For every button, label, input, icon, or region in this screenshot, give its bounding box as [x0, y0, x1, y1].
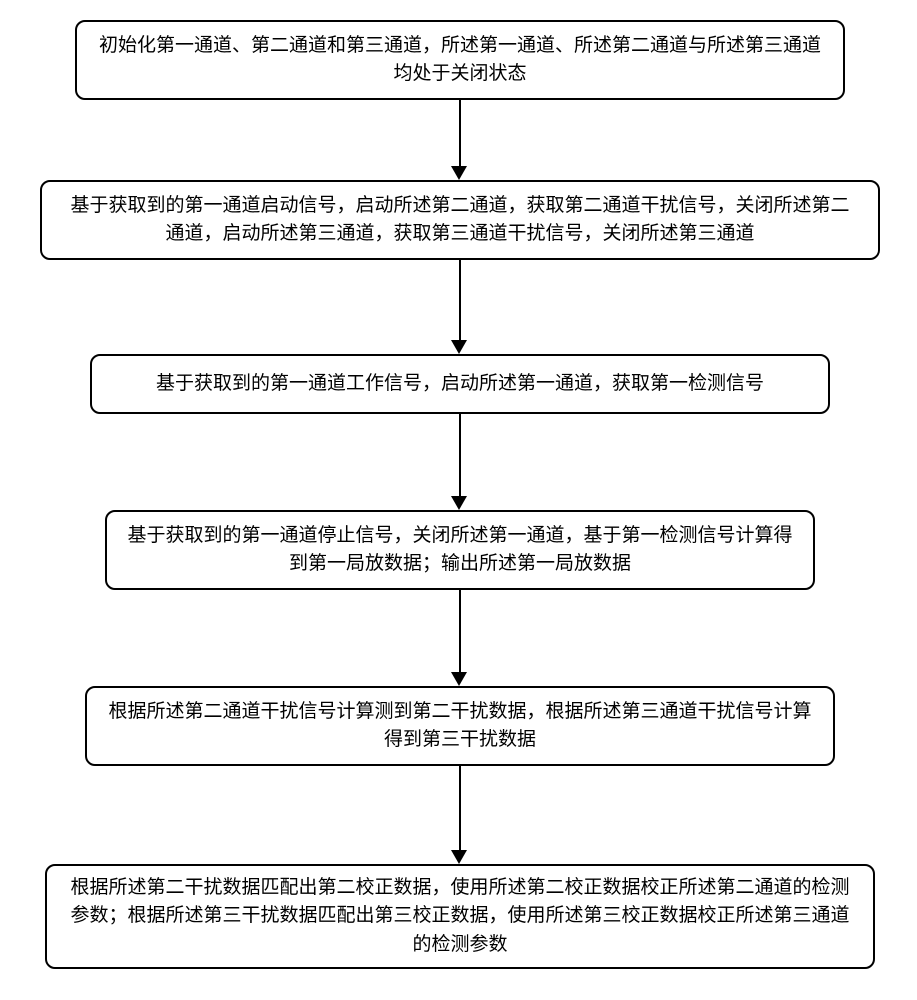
flow-node-text: 初始化第一通道、第二通道和第三通道，所述第一通道、所述第二通道与所述第三通道均处…: [97, 32, 823, 89]
flow-edge-line: [459, 414, 461, 496]
flow-edge-arrowhead: [451, 340, 467, 354]
flow-edge-line: [459, 260, 461, 340]
flow-node-text: 基于获取到的第一通道停止信号，关闭所述第一通道，基于第一检测信号计算得到第一局放…: [127, 522, 793, 579]
flow-node-text: 根据所述第二干扰数据匹配出第二校正数据，使用所述第二校正数据校正所述第二通道的检…: [67, 874, 853, 960]
flow-edge-arrowhead: [451, 496, 467, 510]
flow-node-4: 基于获取到的第一通道停止信号，关闭所述第一通道，基于第一检测信号计算得到第一局放…: [105, 510, 815, 590]
flow-node-text: 基于获取到的第一通道启动信号，启动所述第二通道，获取第二通道干扰信号，关闭所述第…: [62, 192, 858, 249]
flow-edge-arrowhead: [451, 166, 467, 180]
flow-edge-arrowhead: [451, 850, 467, 864]
flow-node-6: 根据所述第二干扰数据匹配出第二校正数据，使用所述第二校正数据校正所述第二通道的检…: [45, 864, 875, 969]
flow-edge-line: [459, 590, 461, 672]
flow-edge-arrowhead: [451, 672, 467, 686]
flow-edge-line: [459, 100, 461, 166]
flow-node-1: 初始化第一通道、第二通道和第三通道，所述第一通道、所述第二通道与所述第三通道均处…: [75, 20, 845, 100]
flow-node-2: 基于获取到的第一通道启动信号，启动所述第二通道，获取第二通道干扰信号，关闭所述第…: [40, 180, 880, 260]
flow-edge-line: [459, 766, 461, 850]
flow-node-3: 基于获取到的第一通道工作信号，启动所述第一通道，获取第一检测信号: [90, 354, 830, 414]
flow-node-5: 根据所述第二通道干扰信号计算测到第二干扰数据，根据所述第三通道干扰信号计算得到第…: [85, 686, 835, 766]
flowchart-canvas: 初始化第一通道、第二通道和第三通道，所述第一通道、所述第二通道与所述第三通道均处…: [0, 0, 917, 1000]
flow-node-text: 基于获取到的第一通道工作信号，启动所述第一通道，获取第一检测信号: [156, 370, 764, 399]
flow-node-text: 根据所述第二通道干扰信号计算测到第二干扰数据，根据所述第三通道干扰信号计算得到第…: [107, 698, 813, 755]
